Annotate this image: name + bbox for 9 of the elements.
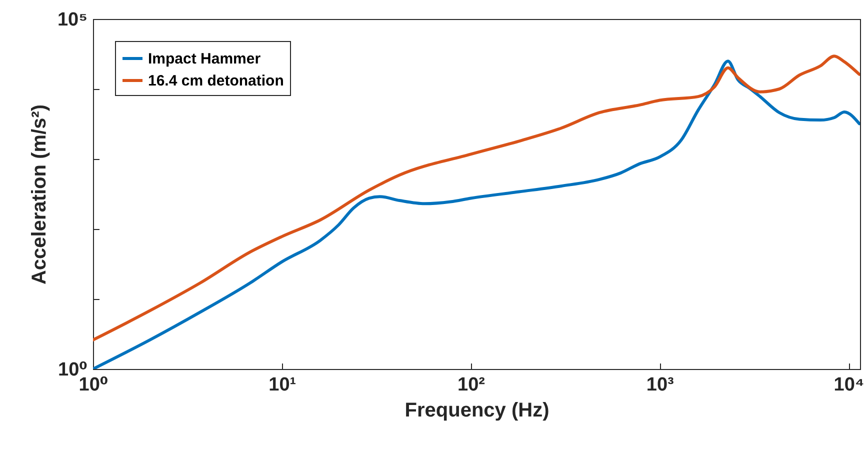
x-tick-label: 10⁴ [834,374,864,396]
x-tick-label: 10³ [646,374,674,396]
legend-label: Impact Hammer [148,50,261,68]
x-tick-label: 10¹ [268,374,296,396]
y-tick-label: 10⁵ [57,10,88,30]
x-axis-title: Frequency (Hz) [404,400,550,422]
y-axis-title: Acceleration (m/s²) [28,104,50,285]
x-tick-label: 10² [458,374,485,396]
legend-label: 16.4 cm detonation [148,72,284,90]
